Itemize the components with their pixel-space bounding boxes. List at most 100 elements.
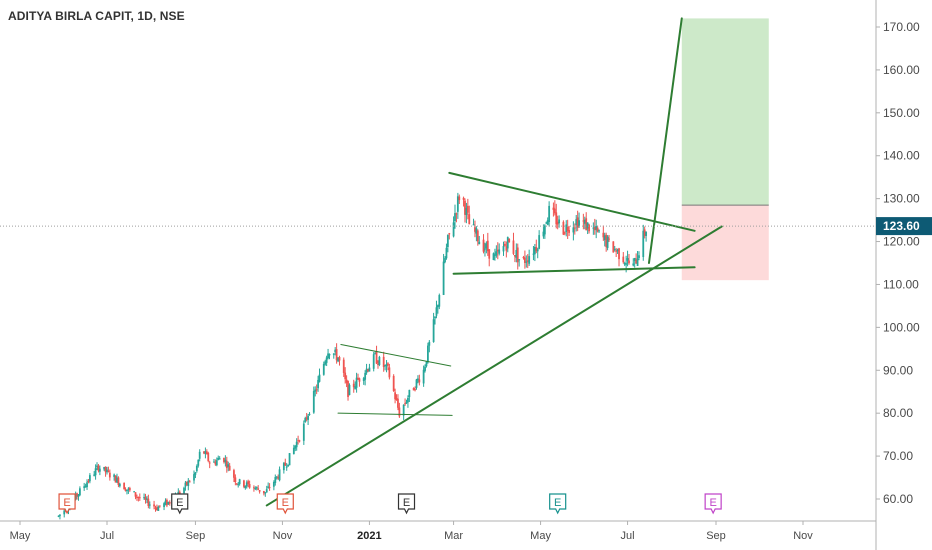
candle bbox=[358, 377, 361, 387]
candle bbox=[446, 234, 449, 253]
candle bbox=[568, 225, 570, 237]
candle bbox=[298, 439, 301, 443]
candle bbox=[63, 509, 66, 518]
candle bbox=[586, 222, 589, 235]
candle bbox=[357, 373, 359, 380]
candle bbox=[405, 399, 408, 404]
candle bbox=[118, 482, 121, 488]
candle bbox=[87, 478, 90, 484]
candle bbox=[553, 200, 556, 216]
candle bbox=[237, 481, 240, 488]
y-tick-label: 80.00 bbox=[883, 406, 913, 420]
candle bbox=[163, 502, 165, 511]
candle bbox=[598, 229, 600, 234]
candle bbox=[267, 482, 270, 489]
candle bbox=[277, 474, 280, 480]
trendline-5[interactable] bbox=[340, 344, 452, 367]
candle bbox=[415, 378, 418, 390]
candle bbox=[146, 495, 148, 504]
candle bbox=[476, 229, 479, 246]
candle bbox=[388, 363, 391, 380]
candle bbox=[158, 505, 161, 508]
candle bbox=[147, 494, 150, 509]
candle bbox=[616, 248, 619, 255]
trendline-1[interactable] bbox=[265, 225, 723, 507]
earnings-marker[interactable]: E bbox=[397, 493, 416, 515]
candle bbox=[575, 214, 578, 232]
candle bbox=[402, 404, 405, 420]
candle bbox=[106, 466, 108, 475]
candle bbox=[144, 493, 147, 504]
candle bbox=[512, 232, 515, 256]
candle bbox=[642, 224, 645, 261]
candle bbox=[427, 342, 429, 364]
candle bbox=[214, 459, 217, 466]
candle bbox=[327, 348, 329, 360]
candle bbox=[643, 226, 646, 239]
trendline-6[interactable] bbox=[337, 412, 453, 416]
x-tick-label: May bbox=[10, 530, 31, 542]
earnings-marker[interactable]: E bbox=[58, 493, 76, 515]
time-axis[interactable]: May Jul Sep Nov 2021 Mar May Jul Sep Nov bbox=[0, 520, 876, 542]
candle bbox=[328, 353, 331, 360]
candle bbox=[546, 217, 549, 226]
candle bbox=[444, 256, 446, 264]
candle bbox=[412, 387, 415, 391]
candle bbox=[137, 496, 140, 502]
earnings-marker-label: E bbox=[176, 497, 183, 509]
candle bbox=[608, 235, 610, 242]
candle bbox=[394, 388, 396, 404]
candle bbox=[188, 479, 191, 483]
earnings-marker[interactable]: E bbox=[704, 493, 722, 515]
candle bbox=[228, 462, 231, 471]
candle bbox=[475, 226, 478, 242]
candle bbox=[282, 461, 285, 474]
price-axis[interactable]: 60.00 70.00 80.00 90.00 100.00 110.00 120.00 13… bbox=[875, 0, 932, 550]
candle bbox=[348, 383, 351, 396]
candle bbox=[295, 438, 298, 451]
candle bbox=[484, 242, 486, 257]
earnings-marker[interactable]: E bbox=[549, 493, 567, 515]
candle bbox=[337, 357, 339, 363]
candle bbox=[494, 248, 496, 261]
candle bbox=[548, 201, 551, 227]
candle bbox=[588, 223, 590, 234]
candle bbox=[408, 389, 411, 402]
candle bbox=[596, 225, 599, 233]
trendlines bbox=[265, 17, 723, 507]
earnings-marker-label: E bbox=[554, 497, 561, 509]
candle bbox=[97, 463, 100, 473]
candle bbox=[573, 223, 576, 235]
candle bbox=[292, 444, 295, 455]
candle bbox=[638, 251, 640, 261]
candle bbox=[468, 205, 471, 225]
candle bbox=[633, 257, 636, 268]
candle bbox=[623, 261, 626, 267]
trendline-4[interactable] bbox=[647, 17, 683, 264]
candle bbox=[445, 243, 448, 260]
earnings-marker[interactable]: E bbox=[276, 493, 294, 515]
candlestick-series bbox=[57, 192, 648, 520]
candle bbox=[602, 225, 605, 241]
candle bbox=[472, 218, 475, 226]
candle bbox=[556, 215, 559, 230]
candle bbox=[253, 485, 255, 492]
candle bbox=[317, 375, 319, 392]
candle bbox=[536, 247, 539, 259]
candle bbox=[335, 343, 338, 364]
candle bbox=[533, 243, 536, 262]
trendline-2[interactable] bbox=[452, 266, 696, 275]
candle bbox=[562, 220, 565, 236]
y-tick-label: 170.00 bbox=[883, 20, 920, 34]
candle bbox=[318, 368, 321, 383]
candle bbox=[375, 345, 378, 365]
candle bbox=[456, 192, 459, 219]
x-tick-label: Sep bbox=[706, 530, 726, 542]
candle bbox=[632, 258, 635, 267]
candle bbox=[117, 476, 120, 488]
candle bbox=[274, 474, 277, 486]
candle bbox=[307, 413, 309, 426]
earnings-marker[interactable]: E bbox=[171, 493, 189, 515]
